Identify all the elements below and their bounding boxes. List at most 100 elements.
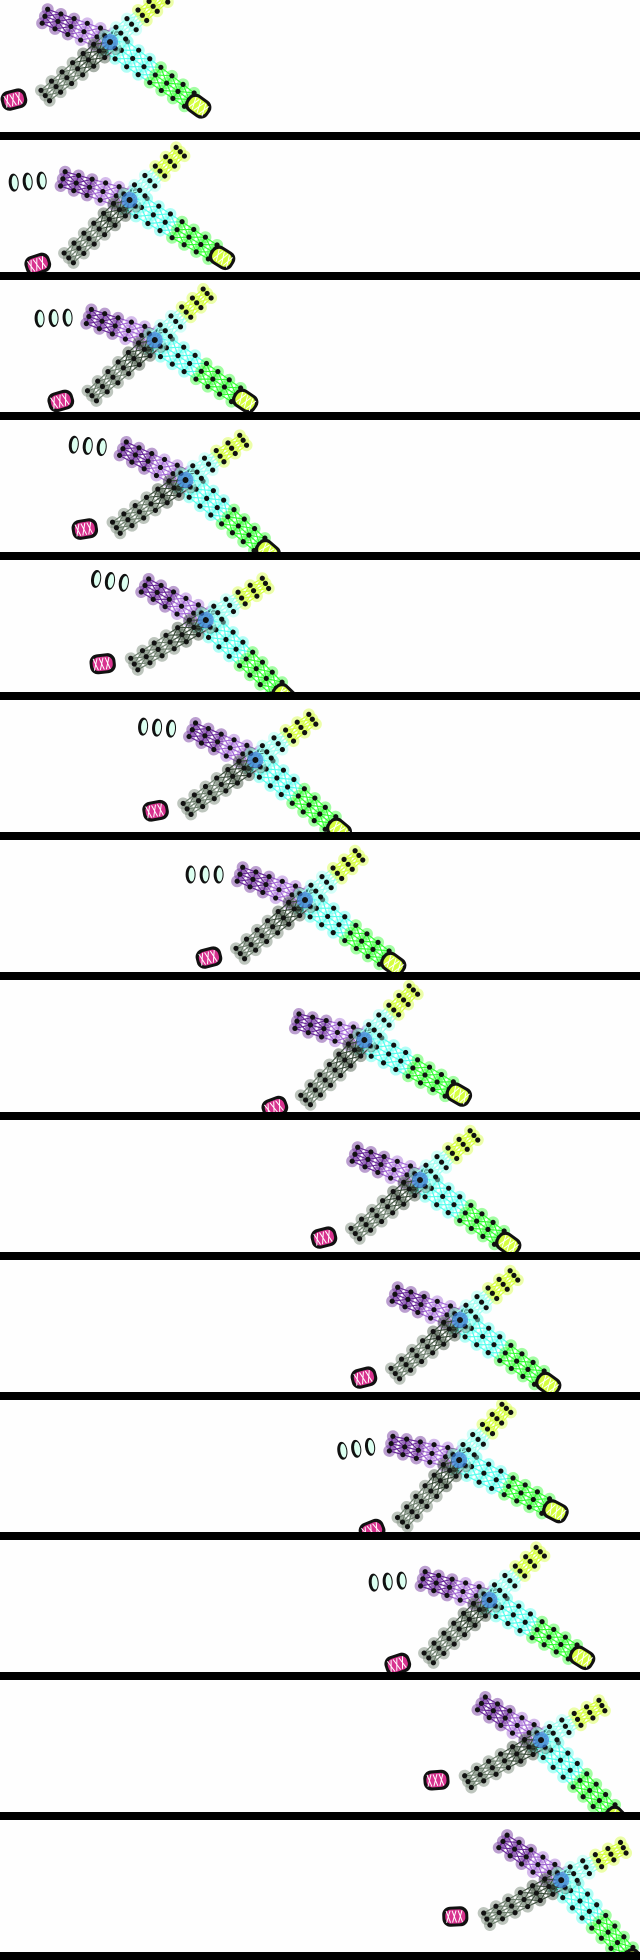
robot-edge: [147, 221, 166, 225]
robot-edge: [433, 1586, 450, 1592]
robot-node: [414, 1057, 421, 1063]
robot-node: [120, 365, 126, 371]
robot-node: [204, 290, 210, 297]
robot-node: [216, 391, 223, 397]
robot-node: [147, 56, 153, 62]
robot-node: [356, 1236, 363, 1242]
robot-node: [65, 31, 71, 38]
tail-segment: [107, 574, 115, 588]
robot-edge: [252, 876, 270, 880]
soft-robot: [138, 708, 353, 832]
robot-node: [400, 1452, 406, 1458]
robot-edge: [430, 1314, 448, 1319]
robot-edge: [560, 1643, 578, 1646]
robot-edge: [511, 1367, 528, 1370]
robot-edge: [453, 1628, 460, 1645]
robot-node: [191, 624, 197, 630]
robot-node: [230, 773, 236, 779]
robot-edge: [319, 1079, 326, 1096]
robot-node: [403, 1049, 409, 1056]
robot-edge: [239, 665, 257, 670]
robot-node: [162, 219, 168, 225]
robot-node: [438, 1159, 445, 1165]
robot-edge: [340, 1059, 346, 1076]
robot-node: [462, 1210, 468, 1216]
arm-tip-lime: [184, 93, 212, 119]
arm-lower-left: [81, 327, 167, 407]
tip-hatch: [88, 521, 92, 535]
robot-node: [132, 503, 138, 509]
robot-edge: [319, 813, 336, 818]
robot-edge: [144, 584, 162, 587]
robot-node: [232, 450, 238, 457]
robot-edge: [141, 591, 158, 593]
robot-node: [276, 887, 282, 893]
tip-fill: [329, 820, 349, 832]
arm-tip-magenta: [310, 1226, 338, 1249]
robot-node: [184, 806, 190, 812]
robot-node: [165, 0, 171, 5]
robot-node: [319, 874, 325, 880]
frame-canvas: [337, 1400, 569, 1532]
robot-edge: [177, 90, 195, 94]
robot-edge: [209, 777, 218, 793]
robot-node: [404, 1436, 410, 1442]
robot-node: [128, 655, 134, 661]
robot-edge: [430, 1475, 435, 1492]
robot-node: [426, 1064, 433, 1070]
robot-edge: [212, 378, 230, 381]
robot-node: [468, 1225, 474, 1232]
robot-node: [141, 515, 147, 521]
robot-edge: [314, 820, 331, 824]
robot-edge: [143, 503, 152, 519]
robot-edge: [468, 1434, 474, 1450]
robot-node: [61, 250, 67, 256]
robot-node: [514, 1498, 520, 1504]
robot-edge: [138, 349, 145, 365]
robot-edge: [127, 505, 136, 521]
tip-hatch: [93, 658, 98, 671]
robot-node: [225, 767, 231, 773]
robot-node: [71, 188, 77, 194]
robot-edge: [465, 1212, 482, 1215]
robot-node: [115, 380, 121, 386]
robot-edge: [139, 175, 146, 191]
robot-node: [286, 921, 292, 927]
robot-node: [313, 721, 319, 727]
robot-node: [386, 1051, 392, 1057]
robot-node: [96, 326, 102, 332]
robot-node: [177, 149, 183, 155]
robot-node: [205, 384, 211, 390]
robot-edge: [474, 1609, 481, 1626]
robot-node: [244, 742, 250, 748]
robot-node: [265, 585, 272, 592]
robot-edge: [119, 454, 136, 456]
robot-node: [223, 753, 229, 759]
robot-hub-node: [252, 757, 259, 764]
robot-node: [478, 1299, 485, 1305]
robot-edge: [464, 1619, 470, 1635]
robot-node: [356, 852, 362, 858]
robot-edge: [437, 1081, 454, 1083]
robot-edge: [548, 1636, 566, 1638]
robot-node: [407, 1163, 414, 1169]
robot-node: [353, 945, 359, 952]
robot-edge: [380, 1160, 398, 1166]
robot-edge: [418, 1444, 435, 1451]
arm-tip-lime: [379, 951, 407, 972]
robot-node: [434, 1154, 440, 1160]
tip-hatch: [42, 256, 44, 269]
robot-node: [150, 596, 156, 602]
robot-node: [292, 1025, 298, 1032]
robot-node: [430, 1328, 436, 1335]
robot-hub-node: [457, 1317, 463, 1323]
robot-node: [334, 1029, 341, 1036]
robot-node: [474, 1294, 480, 1300]
arm-lower-right: [117, 184, 224, 265]
robot-edge: [135, 453, 152, 456]
robot-node: [280, 767, 287, 773]
robot-edge: [169, 627, 179, 643]
robot-node: [216, 644, 222, 650]
robot-node: [169, 73, 175, 79]
robot-node: [248, 942, 254, 948]
